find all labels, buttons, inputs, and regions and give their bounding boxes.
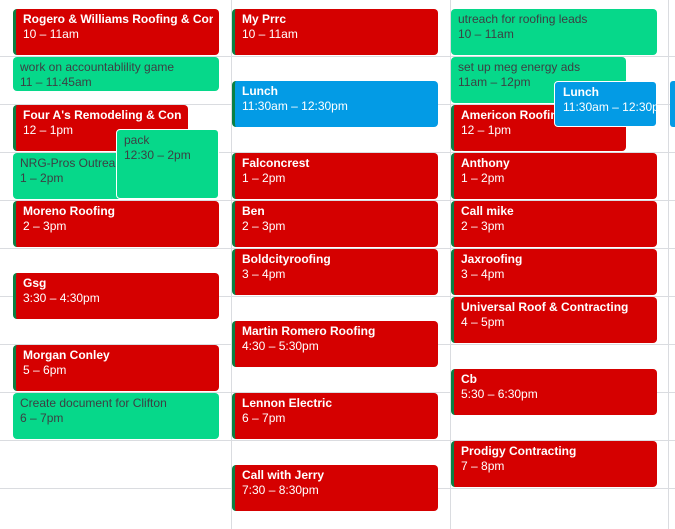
hour-gridline xyxy=(0,152,675,153)
event-anthony[interactable]: Anthony 1 – 2pm xyxy=(451,153,657,199)
event-pack[interactable]: pack 12:30 – 2pm xyxy=(116,129,219,199)
event-next-day-partial[interactable] xyxy=(670,81,675,127)
event-title: utreach for roofing leads xyxy=(458,12,588,26)
event-title: Call mike xyxy=(461,204,514,218)
event-title: Universal Roof & Contracting xyxy=(461,300,629,314)
event-title: Lunch xyxy=(242,84,278,98)
event-create-document-clifton[interactable]: Create document for Clifton 6 – 7pm xyxy=(13,393,219,439)
event-time: 7:30 – 8:30pm xyxy=(242,483,319,497)
event-lunch-overlap[interactable]: Lunch 11:30am – 12:30p xyxy=(554,81,657,127)
event-time: 11:30am – 12:30p xyxy=(563,100,657,114)
event-rogero-williams[interactable]: Rogero & Williams Roofing & Constr 10 – … xyxy=(13,9,219,55)
hour-gridline xyxy=(0,440,675,441)
event-title: set up meg energy ads xyxy=(458,60,581,74)
event-title: Moreno Roofing xyxy=(23,204,115,218)
event-time: 12:30 – 2pm xyxy=(124,148,191,162)
event-boldcityroofing[interactable]: Boldcityroofing 3 – 4pm xyxy=(232,249,438,295)
event-title: work on accountablility game xyxy=(20,60,175,74)
event-time: 12 – 1pm xyxy=(461,123,512,137)
event-gsg[interactable]: Gsg 3:30 – 4:30pm xyxy=(13,273,219,319)
event-my-prrc[interactable]: My Prrc 10 – 11am xyxy=(232,9,438,55)
event-call-with-jerry[interactable]: Call with Jerry 7:30 – 8:30pm xyxy=(232,465,438,511)
event-time: 4:30 – 5:30pm xyxy=(242,339,319,353)
event-time: 10 – 11am xyxy=(458,27,514,41)
event-time: 1 – 2pm xyxy=(20,171,64,185)
event-utreach-roofing-leads[interactable]: utreach for roofing leads 10 – 11am xyxy=(451,9,657,55)
event-jaxroofing[interactable]: Jaxroofing 3 – 4pm xyxy=(451,249,657,295)
event-time: 5:30 – 6:30pm xyxy=(461,387,538,401)
hour-gridline xyxy=(0,56,675,57)
event-universal-roof[interactable]: Universal Roof & Contracting 4 – 5pm xyxy=(451,297,657,343)
event-title: Jaxroofing xyxy=(461,252,523,266)
event-time: 6 – 7pm xyxy=(242,411,286,425)
event-title: Prodigy Contracting xyxy=(461,444,577,458)
event-title: Americon Roofing xyxy=(461,108,565,122)
event-title: Morgan Conley xyxy=(23,348,110,362)
event-ben[interactable]: Ben 2 – 3pm xyxy=(232,201,438,247)
event-time: 4 – 5pm xyxy=(461,315,505,329)
event-four-as-remodeling[interactable]: Four A's Remodeling & Constru 12 – 1pm xyxy=(13,105,188,151)
event-lennon-electric[interactable]: Lennon Electric 6 – 7pm xyxy=(232,393,438,439)
hour-gridline xyxy=(0,296,675,297)
event-time: 1 – 2pm xyxy=(461,171,505,185)
event-prodigy-contracting[interactable]: Prodigy Contracting 7 – 8pm xyxy=(451,441,657,487)
event-accountability-game[interactable]: work on accountablility game 11 – 11:45a… xyxy=(13,57,219,91)
event-call-mike[interactable]: Call mike 2 – 3pm xyxy=(451,201,657,247)
event-title: Falconcrest xyxy=(242,156,310,170)
event-time: 3 – 4pm xyxy=(242,267,286,281)
event-title: Martin Romero Roofing xyxy=(242,324,376,338)
event-nrg-pros-outreach[interactable]: NRG-Pros Outrea 1 – 2pm xyxy=(13,153,123,199)
hour-gridline xyxy=(0,248,675,249)
event-time: 10 – 11am xyxy=(242,27,298,41)
event-title: Call with Jerry xyxy=(242,468,325,482)
event-morgan-conley[interactable]: Morgan Conley 5 – 6pm xyxy=(13,345,219,391)
event-title: Ben xyxy=(242,204,265,218)
event-time: 7 – 8pm xyxy=(461,459,505,473)
event-time: 3:30 – 4:30pm xyxy=(23,291,100,305)
event-title: Gsg xyxy=(23,276,47,290)
day-divider xyxy=(231,0,232,529)
event-title: Rogero & Williams Roofing & Constr xyxy=(23,12,213,26)
event-title: Cb xyxy=(461,372,477,386)
event-time: 11am – 12pm xyxy=(458,75,531,89)
event-title: Create document for Clifton xyxy=(20,396,167,410)
day-divider xyxy=(450,0,451,529)
event-title: Anthony xyxy=(461,156,510,170)
event-lunch[interactable]: Lunch 11:30am – 12:30pm xyxy=(232,81,438,127)
hour-gridline xyxy=(0,392,675,393)
day-divider xyxy=(668,0,669,529)
event-title: Lunch xyxy=(563,85,599,99)
event-time: 11:30am – 12:30pm xyxy=(242,99,348,113)
event-martin-romero-roofing[interactable]: Martin Romero Roofing 4:30 – 5:30pm xyxy=(232,321,438,367)
event-time: 1 – 2pm xyxy=(242,171,286,185)
event-time: 10 – 11am xyxy=(23,27,79,41)
event-title: Lennon Electric xyxy=(242,396,333,410)
event-time: 11 – 11:45am xyxy=(20,75,92,89)
event-falconcrest[interactable]: Falconcrest 1 – 2pm xyxy=(232,153,438,199)
event-time: 5 – 6pm xyxy=(23,363,67,377)
event-time: 6 – 7pm xyxy=(20,411,64,425)
event-time: 2 – 3pm xyxy=(461,219,505,233)
event-moreno-roofing[interactable]: Moreno Roofing 2 – 3pm xyxy=(13,201,219,247)
event-title: pack xyxy=(124,133,150,147)
event-time: 2 – 3pm xyxy=(23,219,67,233)
event-title: My Prrc xyxy=(242,12,287,26)
event-title: NRG-Pros Outrea xyxy=(20,156,116,170)
event-cb[interactable]: Cb 5:30 – 6:30pm xyxy=(451,369,657,415)
event-title: Boldcityroofing xyxy=(242,252,331,266)
event-time: 12 – 1pm xyxy=(23,123,74,137)
hour-gridline xyxy=(0,200,675,201)
event-title: Four A's Remodeling & Constru xyxy=(23,108,182,122)
event-time: 2 – 3pm xyxy=(242,219,286,233)
event-time: 3 – 4pm xyxy=(461,267,505,281)
